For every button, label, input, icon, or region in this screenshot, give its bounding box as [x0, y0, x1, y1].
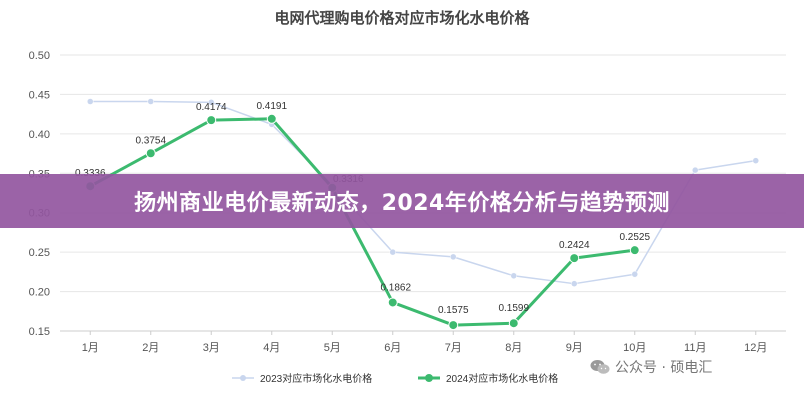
x-tick-label: 10月: [623, 342, 646, 354]
data-point: [508, 318, 519, 329]
headline-banner: 扬州商业电价最新动态，2024年价格分析与趋势预测: [0, 174, 804, 228]
x-tick-label: 12月: [744, 342, 767, 354]
x-tick-label: 11月: [684, 342, 706, 354]
data-point: [266, 113, 277, 124]
y-tick-label: 0.50: [29, 50, 50, 62]
data-label: 0.3754: [135, 135, 166, 146]
data-point: [752, 157, 759, 164]
data-point: [571, 280, 578, 287]
data-point: [147, 98, 154, 105]
watermark: 公众号 · 硕电汇: [590, 356, 712, 378]
data-point: [87, 98, 94, 105]
x-tick-label: 8月: [505, 342, 522, 354]
legend-item-2: 2024对应市场化水电价格: [418, 372, 558, 385]
x-tick-label: 5月: [324, 342, 341, 354]
watermark-text: 公众号 · 硕电汇: [615, 360, 713, 376]
data-point: [448, 320, 459, 331]
series-line: [90, 100, 756, 285]
headline-text: 扬州商业电价最新动态，2024年价格分析与趋势预测: [134, 191, 670, 216]
data-point: [631, 270, 638, 278]
legend: 2023对应市场化水电价格 2024对应市场化水电价格: [232, 372, 558, 385]
data-point: [629, 245, 640, 256]
data-label: 0.4191: [256, 101, 287, 112]
x-tick-label: 7月: [445, 342, 462, 354]
data-point: [206, 115, 217, 126]
chart-title: 电网代理购电价格对应市场化水电价格: [274, 9, 530, 27]
x-tick-label: 3月: [203, 342, 220, 354]
data-label: 0.1599: [498, 303, 529, 314]
data-label: 0.2525: [619, 232, 650, 243]
y-tick-label: 0.25: [29, 247, 50, 259]
data-label: 0.2424: [559, 240, 590, 251]
data-point: [510, 272, 517, 280]
y-tick-label: 0.40: [29, 129, 50, 141]
legend-swatch-marker: [240, 375, 246, 381]
x-tick-label: 6月: [384, 342, 401, 354]
data-point: [692, 166, 699, 174]
data-label: 0.1862: [380, 282, 411, 293]
series-lines: [85, 98, 759, 331]
x-tick-label: 4月: [263, 342, 280, 354]
data-point: [569, 253, 580, 264]
data-point: [389, 248, 396, 256]
x-tick-label: 9月: [566, 342, 583, 354]
x-axis-ticks: 1月 2月 3月 4月 5月 6月 7月 8月 9月 10月 11月 12月: [82, 331, 767, 354]
data-label: 0.1575: [438, 305, 469, 316]
x-tick-label: 2月: [142, 342, 159, 354]
data-label: 0.3336: [75, 168, 106, 179]
y-tick-label: 0.45: [29, 89, 50, 101]
series-line: [89, 117, 635, 327]
x-tick-label: 1月: [82, 342, 99, 354]
data-point: [387, 297, 398, 308]
data-point: [450, 253, 457, 261]
data-label: 0.4174: [196, 102, 227, 113]
legend-label: 2023对应市场化水电价格: [260, 372, 372, 385]
data-point: [145, 148, 156, 159]
wechat-icon: [590, 359, 610, 375]
y-tick-label: 0.15: [29, 326, 50, 338]
legend-item-1: 2023对应市场化水电价格: [232, 372, 372, 385]
legend-label: 2024对应市场化水电价格: [446, 372, 558, 385]
data-point: [208, 99, 215, 106]
y-tick-label: 0.20: [29, 287, 50, 299]
legend-swatch-marker: [425, 374, 433, 382]
